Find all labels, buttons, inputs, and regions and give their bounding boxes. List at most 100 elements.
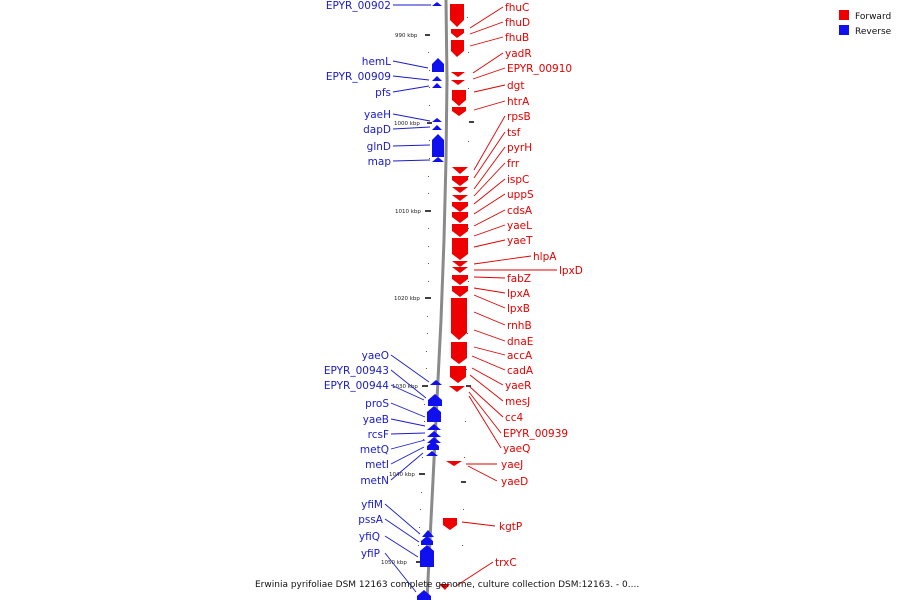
gene-glyph [452, 167, 468, 174]
gene-glyph [427, 441, 439, 450]
gene-label[interactable]: rcsF [368, 429, 389, 441]
gene-label[interactable]: frr [507, 158, 520, 170]
gene-glyph [426, 451, 438, 456]
gene-label[interactable]: EPYR_00944 [324, 380, 389, 392]
gene-label[interactable]: cadA [507, 365, 534, 377]
gene-label[interactable]: pssA [358, 514, 384, 526]
reverse-gene-labels: EPYR_00902 hemL EPYR_00909 pfs yaeH dapD… [324, 0, 391, 560]
genome-caption: Erwinia pyrifoliae DSM 12163 complete ge… [255, 580, 639, 590]
gene-label[interactable]: hemL [362, 56, 391, 68]
gene-label[interactable]: fabZ [507, 273, 531, 285]
gene-label[interactable]: uppS [507, 189, 534, 201]
gene-label[interactable]: yaeR [505, 380, 531, 392]
gene-label[interactable]: yaeH [364, 109, 391, 121]
gene-glyph [432, 134, 444, 157]
legend-label-reverse: Reverse [855, 27, 892, 37]
gene-glyph [427, 431, 441, 437]
gene-label[interactable]: glnD [367, 141, 391, 153]
gene-label[interactable]: yfiQ [359, 531, 380, 543]
kbp-tick: 990 kbp [395, 33, 430, 39]
gene-label[interactable]: EPYR_00902 [326, 0, 391, 12]
gene-glyph [452, 261, 468, 267]
gene-label[interactable]: yaeL [507, 220, 532, 232]
gene-glyph [439, 584, 450, 590]
gene-glyph [446, 461, 462, 466]
svg-text:1010 kbp: 1010 kbp [395, 209, 421, 215]
forward-gene-labels: fhuC fhuD fhuB yadR EPYR_00910 dgt htrA … [495, 2, 583, 569]
gene-label[interactable]: yaeB [363, 414, 389, 426]
gene-label[interactable]: rnhB [507, 320, 532, 332]
gene-label[interactable]: metQ [360, 444, 389, 456]
gene-glyph [452, 238, 468, 260]
gene-label[interactable]: yfiP [361, 548, 380, 560]
gene-glyph [432, 2, 442, 6]
gene-label[interactable]: metN [360, 475, 389, 487]
gene-label[interactable]: dgt [507, 80, 524, 92]
gene-glyph [432, 125, 442, 130]
gene-label[interactable]: accA [507, 350, 533, 362]
gene-label[interactable]: yaeT [507, 235, 533, 247]
gene-label[interactable]: kgtP [499, 521, 522, 533]
gene-glyph [451, 40, 464, 57]
kbp-tick: 1010 kbp [395, 209, 431, 215]
forward-gene-glyphs [439, 4, 468, 590]
gene-label[interactable]: EPYR_00910 [507, 63, 572, 75]
gene-glyph [452, 107, 466, 116]
gene-label[interactable]: lpxD [559, 265, 583, 277]
gene-label[interactable]: yaeQ [503, 443, 530, 455]
gene-label[interactable]: trxC [495, 557, 517, 569]
reverse-swatch [839, 25, 849, 35]
gene-label[interactable]: metI [365, 459, 389, 471]
gene-glyph [427, 406, 441, 422]
gene-glyph [432, 118, 442, 122]
gene-label[interactable]: pfs [375, 87, 391, 99]
gene-label[interactable]: EPYR_00909 [326, 71, 391, 83]
gene-label[interactable]: hlpA [533, 251, 557, 263]
gene-label[interactable]: cdsA [507, 205, 533, 217]
kbp-tick: 1030 kbp [392, 384, 428, 390]
gene-glyph [451, 72, 465, 77]
gene-label[interactable]: tsf [507, 127, 521, 139]
gene-label[interactable]: EPYR_00939 [503, 428, 568, 440]
gene-label[interactable]: lpxA [507, 288, 531, 300]
kbp-tick: 1020 kbp [394, 296, 431, 302]
gene-label[interactable]: fhuB [505, 32, 529, 44]
gene-label[interactable]: yaeO [362, 350, 389, 362]
gene-label[interactable]: fhuD [505, 17, 530, 29]
gene-glyph [452, 90, 466, 106]
gene-label[interactable]: dapD [363, 124, 391, 136]
gene-label[interactable]: pyrH [507, 142, 532, 154]
gene-glyph [451, 29, 464, 38]
legend-label-forward: Forward [855, 12, 891, 22]
gene-label[interactable]: mesJ [505, 396, 530, 408]
svg-text:1000 kbp: 1000 kbp [394, 121, 420, 127]
gene-label[interactable]: yadR [505, 48, 532, 60]
gene-glyph [417, 590, 431, 600]
gene-label[interactable]: yfiM [361, 499, 383, 511]
gene-label[interactable]: lpxB [507, 303, 530, 315]
gene-glyph [420, 545, 434, 567]
gene-glyph [428, 394, 442, 406]
gene-glyph [432, 157, 444, 162]
gene-glyph [452, 195, 468, 201]
gene-glyph [452, 275, 468, 285]
gene-glyph [427, 437, 441, 443]
gene-glyph [452, 187, 468, 193]
gene-glyph [430, 380, 442, 385]
legend-item-reverse: Reverse [839, 25, 892, 37]
gene-label[interactable]: EPYR_00943 [324, 365, 389, 377]
gene-label[interactable]: rpsB [507, 111, 531, 123]
gene-label[interactable]: dnaE [507, 336, 533, 348]
gene-label[interactable]: cc4 [505, 412, 524, 424]
gene-label[interactable]: yaeD [501, 476, 528, 488]
gene-glyph [452, 224, 468, 237]
legend: Forward Reverse [839, 10, 892, 37]
gene-label[interactable]: ispC [507, 174, 529, 186]
gene-label[interactable]: yaeJ [501, 459, 523, 471]
gene-label[interactable]: fhuC [505, 2, 529, 14]
gene-glyph [451, 298, 467, 340]
gene-label[interactable]: htrA [507, 96, 530, 108]
gene-label[interactable]: proS [365, 398, 389, 410]
gene-label[interactable]: map [368, 156, 392, 168]
